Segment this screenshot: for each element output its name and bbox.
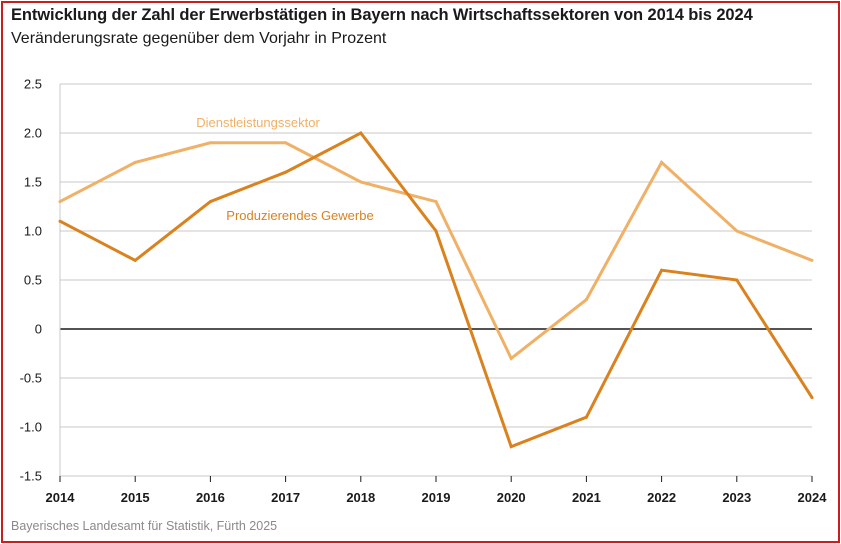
x-tick-label: 2018 <box>346 490 375 505</box>
series-line-dienstleistungssektor <box>59 141 813 361</box>
series-line-produzierendes-gewerbe <box>59 131 814 449</box>
data-point <box>584 415 588 419</box>
data-point <box>208 200 212 204</box>
x-tick-label: 2022 <box>647 490 676 505</box>
data-point <box>509 356 513 360</box>
y-tick-label: 2.5 <box>24 77 42 92</box>
data-point <box>660 160 664 164</box>
data-point <box>284 141 288 145</box>
data-point <box>133 258 137 262</box>
x-tick-label: 2014 <box>46 490 76 505</box>
data-point <box>208 141 212 145</box>
data-point <box>434 200 438 204</box>
data-point <box>434 229 438 233</box>
data-point <box>584 298 588 302</box>
data-point <box>509 445 513 449</box>
data-point <box>660 268 664 272</box>
y-tick-label: -1.0 <box>20 420 42 435</box>
y-tick-label: 1.0 <box>24 224 42 239</box>
y-axis-ticks: 2.5 2.0 1.5 1.0 0.5 0 -0.5 -1.0 -1.5 <box>20 77 42 484</box>
series-label-produzierendes-gewerbe: Produzierendes Gewerbe <box>226 208 373 223</box>
series-label-dienstleistungssektor: Dienstleistungssektor <box>196 115 320 130</box>
data-point <box>359 180 363 184</box>
grid-lines <box>59 83 812 477</box>
data-point <box>284 170 288 174</box>
data-point <box>58 219 62 223</box>
y-tick-label: -0.5 <box>20 371 42 386</box>
data-point <box>58 200 62 204</box>
y-tick-label: 0.5 <box>24 273 42 288</box>
x-tick-label: 2024 <box>798 490 828 505</box>
x-tick-label: 2015 <box>121 490 150 505</box>
y-tick-label: -1.5 <box>20 469 42 484</box>
x-tick-label: 2019 <box>422 490 451 505</box>
data-point <box>810 396 814 400</box>
x-tick-label: 2017 <box>271 490 300 505</box>
x-tick-label: 2020 <box>497 490 526 505</box>
source-note: Bayerisches Landesamt für Statistik, Für… <box>11 519 278 533</box>
data-point <box>133 160 137 164</box>
series-lines <box>58 131 814 449</box>
data-point <box>359 131 363 135</box>
chart-title: Entwicklung der Zahl der Erwerbstätigen … <box>11 6 753 24</box>
y-tick-label: 1.5 <box>24 175 42 190</box>
data-point <box>810 258 814 262</box>
y-tick-label: 2.0 <box>24 126 42 141</box>
x-tick-label: 2023 <box>722 490 751 505</box>
y-tick-label: 0 <box>35 322 42 337</box>
data-point <box>735 278 739 282</box>
chart-subtitle: Veränderungsrate gegenüber dem Vorjahr i… <box>11 30 387 47</box>
x-axis-ticks: 2014 2015 2016 2017 2018 2019 2020 2021 2022 2023… <box>46 476 828 505</box>
x-tick-label: 2021 <box>572 490 601 505</box>
data-point <box>735 229 739 233</box>
x-tick-label: 2016 <box>196 490 225 505</box>
